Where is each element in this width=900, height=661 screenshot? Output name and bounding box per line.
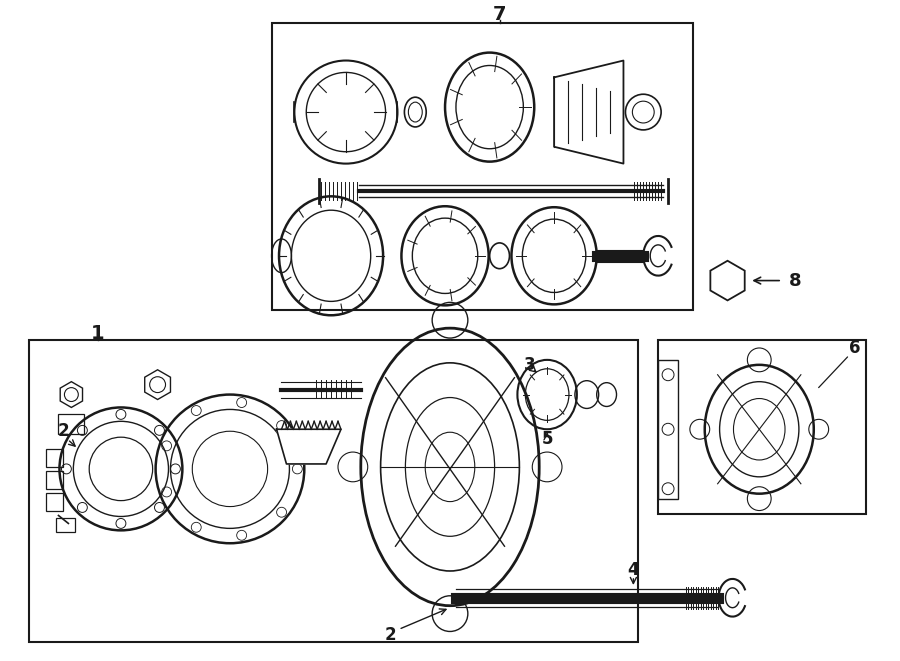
Polygon shape <box>710 260 744 300</box>
Text: 4: 4 <box>627 561 639 579</box>
Bar <box>29 340 638 642</box>
Bar <box>272 23 693 310</box>
Text: 1: 1 <box>91 324 105 342</box>
Text: 2: 2 <box>58 422 69 440</box>
Bar <box>46 449 63 467</box>
Bar <box>46 471 63 488</box>
Polygon shape <box>145 369 170 399</box>
Text: 3: 3 <box>524 356 536 374</box>
Polygon shape <box>60 381 83 407</box>
Text: 5: 5 <box>542 430 553 448</box>
Bar <box>56 518 76 532</box>
Bar <box>658 360 678 498</box>
Polygon shape <box>276 429 341 464</box>
Text: 8: 8 <box>789 272 802 290</box>
Text: 6: 6 <box>849 339 860 357</box>
Text: 7: 7 <box>493 5 507 24</box>
Bar <box>46 492 63 510</box>
Text: 2: 2 <box>384 627 396 644</box>
Polygon shape <box>554 61 624 164</box>
Bar <box>58 414 85 434</box>
Bar <box>658 340 867 514</box>
